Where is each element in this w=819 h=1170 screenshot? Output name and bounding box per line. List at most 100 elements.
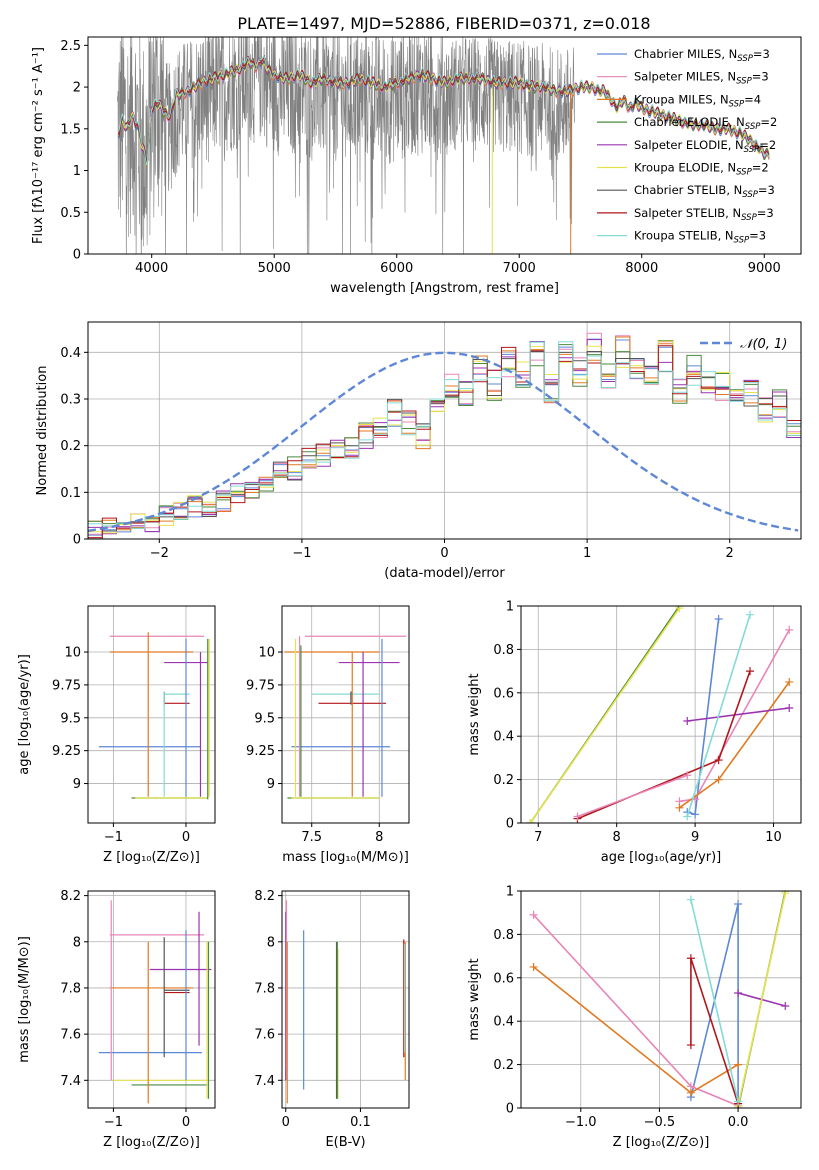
model-line-8 <box>118 55 770 163</box>
y-tick-label: 0.1 <box>60 486 81 501</box>
axes-frame <box>281 605 410 824</box>
x-tick-label: −0.5 <box>644 1115 676 1130</box>
plot-area <box>88 332 801 539</box>
legend-entry: Chabrier STELIB, NSSP=3 <box>634 183 775 200</box>
mass-weight-marker <box>686 895 695 904</box>
y-tick-label: 9 <box>267 777 275 792</box>
y-tick-label: 9.25 <box>246 744 275 759</box>
mass-weight-marker <box>529 910 538 919</box>
mass-weight-marker <box>675 606 684 613</box>
mass-weight-marker <box>686 1088 695 1097</box>
mass-weight-marker <box>781 891 790 898</box>
legend-entry: Kroupa MILES, NSSP=4 <box>634 92 761 109</box>
spectrum-legend: Chabrier MILES, NSSP=3 Salpeter MILES, NS… <box>597 47 777 246</box>
mass-weight-vs-metallicity-panel: −1.0 −0.5 0.0 0 0.2 0.4 0.6 0.8 1 Z [log₁₀(Z/Z⊙)]… <box>467 885 802 1150</box>
mass-weight-marker <box>683 771 692 780</box>
y-tick-label: 8 <box>267 935 275 950</box>
y-tick-label: 0.2 <box>493 773 514 788</box>
mass-weight-line <box>577 774 688 818</box>
histogram-series-5 <box>88 339 801 535</box>
legend-entry: Chabrier ELODIE, NSSP=2 <box>634 115 777 132</box>
x-tick-label: 2 <box>726 546 734 561</box>
x-tick-label: 9 <box>691 830 699 845</box>
y-tick-label: 7.4 <box>60 1074 81 1089</box>
y-tick-label: 1.5 <box>60 122 81 137</box>
y-tick-label: 1 <box>506 600 514 615</box>
y-tick-label: 0.2 <box>60 439 81 454</box>
x-tick-label: 7.5 <box>301 830 322 845</box>
x-axis-label: E(B-V) <box>325 1135 365 1150</box>
age-vs-metallicity-panel: −1 0 9 9.25 9.5 9.75 10 Z [log₁₀(Z/Z⊙)] age [log… <box>17 605 216 865</box>
x-tick-label: 8000 <box>625 261 658 276</box>
x-axis-label: Z [log₁₀(Z/Z⊙)] <box>103 850 200 865</box>
x-tick-label: −1 <box>104 830 123 845</box>
y-tick-label: 9.5 <box>254 711 275 726</box>
x-tick-label: −1 <box>104 1115 123 1130</box>
legend-entry: Salpeter MILES, NSSP=3 <box>634 70 769 87</box>
plot-area <box>117 37 770 254</box>
y-tick-label: 9.5 <box>60 711 81 726</box>
mass-weight-marker <box>686 954 695 963</box>
y-tick-label: 0.4 <box>493 730 514 745</box>
mass-weight-marker <box>781 1002 790 1011</box>
mass-weight-line <box>687 707 790 722</box>
axes-frame <box>87 36 802 255</box>
x-tick-label: 1 <box>583 546 591 561</box>
y-tick-label: 0.6 <box>493 971 514 986</box>
mass-weight-line <box>690 958 739 1104</box>
x-axis-label: age [log₁₀(age/yr)] <box>601 850 722 865</box>
spectrum-panel: 4000 5000 6000 7000 8000 9000 0 0.5 1 1.5 2 2.5 wave… <box>31 36 802 296</box>
legend-entry: Salpeter ELODIE, NSSP=2 <box>634 138 776 155</box>
mass-weight-marker <box>746 667 755 676</box>
plot-area <box>285 900 406 1104</box>
y-tick-label: 8.2 <box>254 889 275 904</box>
x-tick-label: 8 <box>375 830 383 845</box>
axes-frame <box>281 890 410 1109</box>
mass-weight-marker <box>734 1097 743 1106</box>
x-tick-label: 5000 <box>258 261 291 276</box>
y-tick-label: 0.2 <box>493 1058 514 1073</box>
axes-frame <box>520 605 802 824</box>
axes-frame <box>87 605 216 824</box>
gaussian-curve <box>88 351 799 532</box>
mass-weight-marker <box>683 717 692 726</box>
mass-weight-vs-age-panel: 7 8 9 10 0 0.2 0.4 0.6 0.8 1 age [log₁₀(age/yr)] ma… <box>467 600 802 865</box>
x-tick-label: 6000 <box>380 261 413 276</box>
y-tick-label: 9.25 <box>52 744 81 759</box>
x-tick-label: −2 <box>150 546 169 561</box>
legend-entry: Salpeter STELIB, NSSP=3 <box>634 206 774 223</box>
y-axis-label: mass [log₁₀(M/M⊙)] <box>17 936 32 1063</box>
y-tick-label: 0 <box>73 248 81 263</box>
plot-area <box>98 900 212 1104</box>
y-tick-label: 0.8 <box>493 928 514 943</box>
y-tick-label: 0.6 <box>493 686 514 701</box>
mass-weight-marker <box>529 962 538 971</box>
mass-weight-marker <box>785 625 794 634</box>
y-axis-label: mass weight <box>467 673 482 755</box>
axes-frame <box>87 890 216 1109</box>
age-vs-mass-panel: 7.5 8 9 9.25 9.5 9.75 10 mass [log₁₀(M/M⊙)] <box>246 605 410 865</box>
y-tick-label: 7.8 <box>60 981 81 996</box>
legend-entry: Kroupa ELODIE, NSSP=2 <box>634 161 769 178</box>
mass-weight-line <box>577 670 751 820</box>
mass-weight-marker <box>785 703 794 712</box>
histogram-series-1 <box>88 338 801 536</box>
mass-weight-marker <box>714 775 723 784</box>
plot-area <box>526 606 794 823</box>
mass-weight-marker <box>734 900 743 909</box>
y-tick-label: 0.4 <box>60 346 81 361</box>
y-tick-label: 0 <box>73 533 81 548</box>
x-tick-label: 10 <box>765 830 782 845</box>
y-tick-label: 9 <box>73 777 81 792</box>
model-line-9 <box>118 55 770 166</box>
y-tick-label: 8 <box>73 935 81 950</box>
y-tick-label: 10 <box>258 646 275 661</box>
x-tick-label: 0 <box>182 1115 190 1130</box>
x-tick-label: 0.1 <box>350 1115 371 1130</box>
residual-histogram-panel: −2 −1 0 1 2 0 0.1 0.2 0.3 0.4 (data-model)/error No… <box>35 321 802 581</box>
x-tick-label: 0 <box>182 830 190 845</box>
x-axis-label: Z [log₁₀(Z/Z⊙)] <box>613 1135 710 1150</box>
x-tick-label: 0 <box>282 1115 290 1130</box>
y-tick-label: 0.8 <box>493 643 514 658</box>
model-line-7 <box>118 58 770 161</box>
